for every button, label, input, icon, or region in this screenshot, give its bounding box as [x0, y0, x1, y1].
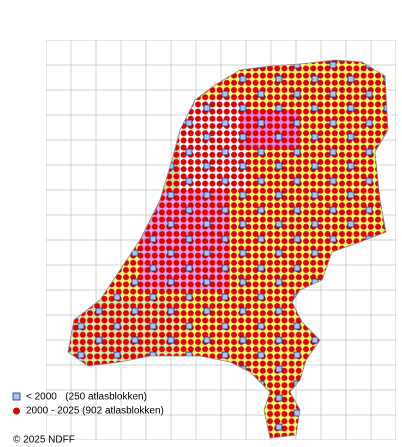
legend-symbol-dot — [13, 407, 20, 415]
legend-label: < 2000 (250 atlasblokken) — [26, 392, 147, 403]
legend-symbol-square — [12, 392, 21, 401]
border — [67, 59, 389, 439]
legend-label: 2000 - 2025 (902 atlasblokken) — [26, 406, 164, 417]
copyright: © 2025 NDFF — [13, 435, 75, 446]
